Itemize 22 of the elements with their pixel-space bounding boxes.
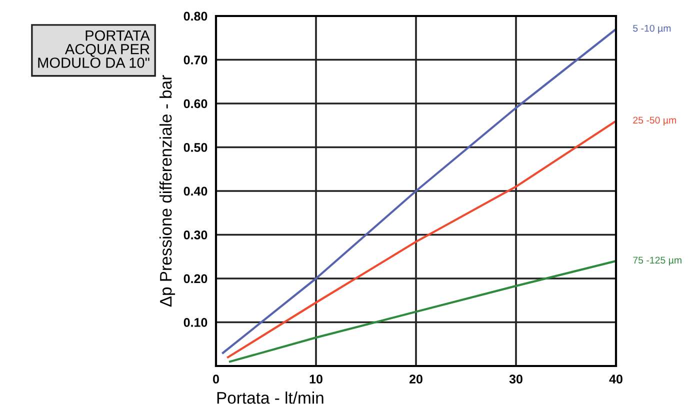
series-label: 75 -125 µm xyxy=(633,256,682,266)
y-axis-title: Δp Pressione differenziale - bar xyxy=(159,75,176,307)
y-tick-label: 0.80 xyxy=(184,12,208,21)
x-tick-label: 0 xyxy=(213,374,219,384)
y-tick-label: 0.50 xyxy=(184,143,208,152)
y-tick-label: 0.30 xyxy=(184,230,208,240)
line-series xyxy=(228,260,616,363)
x-tick-label: 40 xyxy=(609,374,622,384)
line-series xyxy=(222,28,616,354)
y-tick-label: 0.10 xyxy=(184,318,208,327)
x-tick-label: 30 xyxy=(509,374,522,384)
x-axis-title: Portata - lt/min xyxy=(217,392,324,404)
y-tick-label: 0.40 xyxy=(184,186,208,196)
y-tick-label: 0.60 xyxy=(184,99,208,108)
y-tick-label: 0.70 xyxy=(184,56,208,64)
series-label: 5 -10 µm xyxy=(633,24,671,34)
series-label: 25 -50 µm xyxy=(633,116,676,126)
x-tick-label: 10 xyxy=(310,374,322,384)
y-tick-label: 0.20 xyxy=(184,274,208,284)
line-series xyxy=(226,120,616,358)
text: PORTATA ACQUA PER MODULO DA 10" xyxy=(38,30,150,68)
x-tick-label: 20 xyxy=(409,374,422,384)
